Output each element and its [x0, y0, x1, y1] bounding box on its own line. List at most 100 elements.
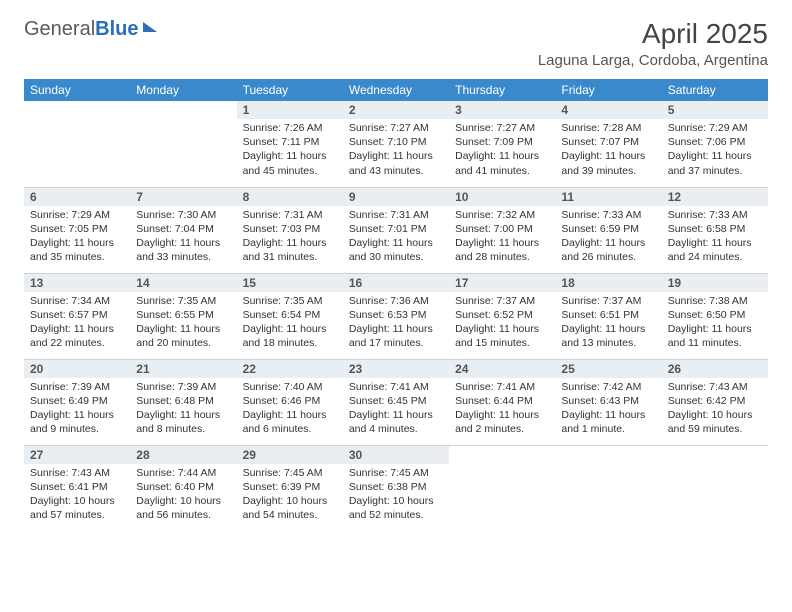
sunset-line: Sunset: 6:50 PM	[668, 308, 762, 322]
sunrise-line: Sunrise: 7:40 AM	[243, 380, 337, 394]
day-number: 4	[555, 101, 661, 119]
daylight-line: Daylight: 11 hours and 17 minutes.	[349, 322, 443, 350]
calendar-cell: 5Sunrise: 7:29 AMSunset: 7:06 PMDaylight…	[662, 101, 768, 187]
day-number: 2	[343, 101, 449, 119]
sunset-line: Sunset: 6:55 PM	[136, 308, 230, 322]
day-number: 25	[555, 360, 661, 378]
daylight-line: Daylight: 11 hours and 31 minutes.	[243, 236, 337, 264]
sunset-line: Sunset: 6:45 PM	[349, 394, 443, 408]
day-number: 17	[449, 274, 555, 292]
daylight-line: Daylight: 11 hours and 24 minutes.	[668, 236, 762, 264]
day-number: 13	[24, 274, 130, 292]
day-number	[130, 101, 236, 119]
calendar-cell	[24, 101, 130, 187]
daylight-line: Daylight: 11 hours and 18 minutes.	[243, 322, 337, 350]
daylight-line: Daylight: 11 hours and 43 minutes.	[349, 149, 443, 177]
calendar-week: 1Sunrise: 7:26 AMSunset: 7:11 PMDaylight…	[24, 101, 768, 187]
sunset-line: Sunset: 7:01 PM	[349, 222, 443, 236]
day-number: 15	[237, 274, 343, 292]
day-number: 29	[237, 446, 343, 464]
day-details: Sunrise: 7:45 AMSunset: 6:39 PMDaylight:…	[237, 464, 343, 527]
daylight-line: Daylight: 11 hours and 33 minutes.	[136, 236, 230, 264]
day-details: Sunrise: 7:41 AMSunset: 6:44 PMDaylight:…	[449, 378, 555, 441]
logo-triangle-icon	[143, 22, 157, 32]
sunrise-line: Sunrise: 7:35 AM	[243, 294, 337, 308]
sunset-line: Sunset: 6:49 PM	[30, 394, 124, 408]
day-details: Sunrise: 7:35 AMSunset: 6:54 PMDaylight:…	[237, 292, 343, 355]
calendar-cell: 22Sunrise: 7:40 AMSunset: 6:46 PMDayligh…	[237, 359, 343, 445]
calendar-cell: 10Sunrise: 7:32 AMSunset: 7:00 PMDayligh…	[449, 187, 555, 273]
day-details: Sunrise: 7:31 AMSunset: 7:01 PMDaylight:…	[343, 206, 449, 269]
sunset-line: Sunset: 6:38 PM	[349, 480, 443, 494]
weekday-row: SundayMondayTuesdayWednesdayThursdayFrid…	[24, 79, 768, 101]
daylight-line: Daylight: 11 hours and 2 minutes.	[455, 408, 549, 436]
calendar-cell: 13Sunrise: 7:34 AMSunset: 6:57 PMDayligh…	[24, 273, 130, 359]
day-number: 11	[555, 188, 661, 206]
calendar-cell: 11Sunrise: 7:33 AMSunset: 6:59 PMDayligh…	[555, 187, 661, 273]
day-details: Sunrise: 7:29 AMSunset: 7:05 PMDaylight:…	[24, 206, 130, 269]
daylight-line: Daylight: 10 hours and 57 minutes.	[30, 494, 124, 522]
day-number: 26	[662, 360, 768, 378]
sunrise-line: Sunrise: 7:33 AM	[561, 208, 655, 222]
calendar-week: 13Sunrise: 7:34 AMSunset: 6:57 PMDayligh…	[24, 273, 768, 359]
logo: GeneralBlue	[24, 18, 157, 41]
day-details: Sunrise: 7:38 AMSunset: 6:50 PMDaylight:…	[662, 292, 768, 355]
daylight-line: Daylight: 11 hours and 4 minutes.	[349, 408, 443, 436]
day-details: Sunrise: 7:42 AMSunset: 6:43 PMDaylight:…	[555, 378, 661, 441]
sunrise-line: Sunrise: 7:43 AM	[668, 380, 762, 394]
weekday-header: Monday	[130, 79, 236, 101]
daylight-line: Daylight: 11 hours and 41 minutes.	[455, 149, 549, 177]
weekday-header: Saturday	[662, 79, 768, 101]
calendar-cell: 28Sunrise: 7:44 AMSunset: 6:40 PMDayligh…	[130, 445, 236, 531]
day-number: 7	[130, 188, 236, 206]
day-number: 27	[24, 446, 130, 464]
daylight-line: Daylight: 10 hours and 59 minutes.	[668, 408, 762, 436]
day-details: Sunrise: 7:43 AMSunset: 6:41 PMDaylight:…	[24, 464, 130, 527]
sunrise-line: Sunrise: 7:31 AM	[349, 208, 443, 222]
sunrise-line: Sunrise: 7:31 AM	[243, 208, 337, 222]
calendar-cell: 7Sunrise: 7:30 AMSunset: 7:04 PMDaylight…	[130, 187, 236, 273]
daylight-line: Daylight: 11 hours and 6 minutes.	[243, 408, 337, 436]
day-details: Sunrise: 7:45 AMSunset: 6:38 PMDaylight:…	[343, 464, 449, 527]
sunrise-line: Sunrise: 7:27 AM	[455, 121, 549, 135]
sunrise-line: Sunrise: 7:37 AM	[455, 294, 549, 308]
weekday-header: Thursday	[449, 79, 555, 101]
sunset-line: Sunset: 7:03 PM	[243, 222, 337, 236]
weekday-header: Tuesday	[237, 79, 343, 101]
daylight-line: Daylight: 10 hours and 54 minutes.	[243, 494, 337, 522]
daylight-line: Daylight: 11 hours and 13 minutes.	[561, 322, 655, 350]
sunrise-line: Sunrise: 7:38 AM	[668, 294, 762, 308]
day-details: Sunrise: 7:40 AMSunset: 6:46 PMDaylight:…	[237, 378, 343, 441]
sunrise-line: Sunrise: 7:33 AM	[668, 208, 762, 222]
day-number: 24	[449, 360, 555, 378]
weekday-header: Sunday	[24, 79, 130, 101]
calendar-cell: 18Sunrise: 7:37 AMSunset: 6:51 PMDayligh…	[555, 273, 661, 359]
day-number	[24, 101, 130, 119]
calendar-week: 20Sunrise: 7:39 AMSunset: 6:49 PMDayligh…	[24, 359, 768, 445]
sunrise-line: Sunrise: 7:30 AM	[136, 208, 230, 222]
daylight-line: Daylight: 11 hours and 28 minutes.	[455, 236, 549, 264]
title-block: April 2025 Laguna Larga, Cordoba, Argent…	[538, 18, 768, 69]
day-details: Sunrise: 7:34 AMSunset: 6:57 PMDaylight:…	[24, 292, 130, 355]
month-title: April 2025	[538, 18, 768, 50]
calendar-cell: 2Sunrise: 7:27 AMSunset: 7:10 PMDaylight…	[343, 101, 449, 187]
daylight-line: Daylight: 11 hours and 39 minutes.	[561, 149, 655, 177]
day-number: 6	[24, 188, 130, 206]
day-number: 10	[449, 188, 555, 206]
day-number: 21	[130, 360, 236, 378]
sunset-line: Sunset: 6:46 PM	[243, 394, 337, 408]
calendar-cell	[449, 445, 555, 531]
day-details: Sunrise: 7:27 AMSunset: 7:10 PMDaylight:…	[343, 119, 449, 182]
calendar-cell	[130, 101, 236, 187]
calendar-cell: 8Sunrise: 7:31 AMSunset: 7:03 PMDaylight…	[237, 187, 343, 273]
sunrise-line: Sunrise: 7:28 AM	[561, 121, 655, 135]
day-details: Sunrise: 7:44 AMSunset: 6:40 PMDaylight:…	[130, 464, 236, 527]
day-number: 14	[130, 274, 236, 292]
daylight-line: Daylight: 11 hours and 26 minutes.	[561, 236, 655, 264]
day-number: 18	[555, 274, 661, 292]
sunset-line: Sunset: 6:41 PM	[30, 480, 124, 494]
day-number: 9	[343, 188, 449, 206]
logo-text: GeneralBlue	[24, 18, 139, 41]
day-number	[555, 446, 661, 464]
logo-word1: General	[24, 18, 95, 40]
